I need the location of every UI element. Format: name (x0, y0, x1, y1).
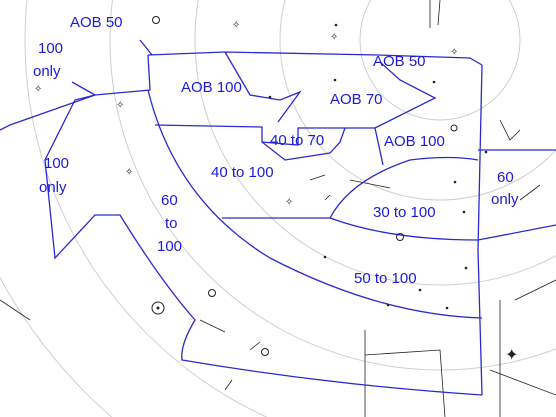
label-aob50-east: AOB 50 (373, 53, 426, 70)
label-40to70: 40 to 70 (270, 132, 324, 149)
star-icon: ✧ (330, 32, 338, 43)
boundary-30to100 (222, 156, 479, 219)
label-100only-west-line2: only (39, 179, 67, 196)
dot-icon (386, 303, 390, 307)
boundary-aob70 (374, 61, 437, 129)
obstacle-icon (152, 16, 160, 24)
boundary-aob100 (224, 51, 302, 123)
boundary-top (147, 51, 483, 66)
map-symbols: ✦ ✧ ✧ ✧ ✧ ✧ ✧ ✧ (34, 16, 518, 364)
label-60to100-line1: 60 (161, 192, 178, 209)
boundary-40to100 (154, 124, 384, 166)
dot-icon (418, 288, 422, 292)
label-aob100-north: AOB 100 (181, 79, 242, 96)
range-ring (279, 0, 556, 201)
dot-icon (445, 306, 449, 310)
dot-icon (432, 80, 436, 84)
terrain-line (519, 184, 541, 201)
star-icon: ✧ (232, 20, 240, 31)
obstacle-icon (261, 348, 269, 356)
navaid-circle-icon (151, 301, 165, 315)
dot-icon (464, 266, 468, 270)
boundary-west (0, 54, 151, 131)
obstacle-icon (450, 124, 458, 132)
label-40to100: 40 to 100 (211, 164, 274, 181)
dot-icon (333, 78, 337, 82)
dot-icon (268, 95, 272, 99)
label-100only-west-line1: 100 (44, 155, 69, 172)
terrain-line (489, 369, 556, 396)
terrain-line (349, 179, 391, 189)
range-ring (24, 0, 268, 417)
only100-pointer (71, 81, 96, 96)
label-60to100-line2: to (165, 215, 178, 232)
terrain-line (199, 319, 226, 333)
label-100only-north-line2: only (33, 63, 61, 80)
terrain-line (309, 174, 326, 181)
terrain-line (437, 0, 441, 26)
label-60only-line1: 60 (497, 169, 514, 186)
terrain-line (324, 194, 331, 201)
label-aob50-west: AOB 50 (70, 14, 123, 31)
sector-labels: AOB 50 100 only AOB 100 AOB 50 AOB 70 40… (33, 14, 519, 287)
terrain-line (514, 279, 556, 301)
dot-icon (453, 180, 457, 184)
star-icon: ✧ (285, 197, 293, 208)
range-ring (109, 0, 556, 371)
dot-icon (323, 255, 327, 259)
label-60only-line2: only (491, 191, 519, 208)
star-icon: ✧ (116, 100, 124, 111)
aob50-pointer (139, 39, 153, 56)
terrain-line (499, 119, 521, 141)
obstacle-icon (208, 289, 216, 297)
boundary-arc-60 (147, 89, 483, 319)
label-aob70: AOB 70 (330, 91, 383, 108)
star-icon: ✧ (450, 47, 458, 58)
star-icon: ✧ (125, 167, 133, 178)
star-icon: ✧ (34, 84, 42, 95)
terrain-line (224, 379, 233, 391)
terrain-line (364, 349, 446, 417)
dot-icon (334, 23, 338, 27)
dot-icon (484, 150, 488, 154)
terrain-line (0, 299, 31, 321)
waypoint-star-icon: ✦ (505, 345, 518, 364)
label-aob100-east: AOB 100 (384, 133, 445, 150)
label-60to100-line3: 100 (157, 238, 182, 255)
label-50to100: 50 to 100 (354, 270, 417, 287)
boundary-40to70 (261, 127, 346, 161)
navaid-center-icon (156, 306, 160, 310)
label-100only-north-line1: 100 (38, 40, 63, 57)
range-ring (359, 0, 521, 121)
boundary-outer (44, 94, 483, 396)
label-30to100: 30 to 100 (373, 204, 436, 221)
range-ring (194, 0, 556, 286)
dot-icon (462, 210, 466, 214)
obstacle-icon (396, 233, 404, 241)
terrain-line (249, 341, 261, 351)
airspace-boundaries (0, 39, 556, 396)
boundary-right (477, 64, 483, 396)
boundary-50to100 (329, 217, 556, 241)
